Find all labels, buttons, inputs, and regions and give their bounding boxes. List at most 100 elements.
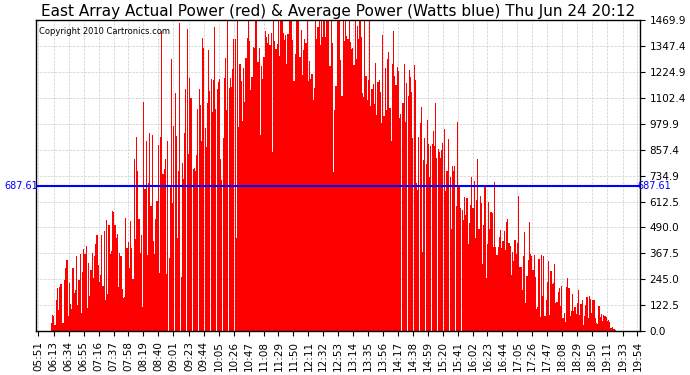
Bar bbox=[446, 171, 447, 331]
Bar bbox=[359, 14, 361, 331]
Bar bbox=[439, 152, 440, 331]
Bar bbox=[146, 141, 147, 331]
Bar bbox=[481, 203, 482, 331]
Bar bbox=[338, 14, 339, 331]
Bar bbox=[221, 180, 222, 331]
Bar bbox=[518, 196, 519, 331]
Bar bbox=[555, 303, 556, 331]
Bar bbox=[525, 303, 526, 331]
Bar bbox=[280, 14, 282, 331]
Bar bbox=[284, 40, 285, 331]
Bar bbox=[465, 215, 466, 331]
Bar bbox=[458, 187, 459, 331]
Bar bbox=[70, 304, 71, 331]
Bar bbox=[126, 248, 128, 331]
Bar bbox=[257, 62, 259, 331]
Bar bbox=[556, 302, 558, 331]
Bar bbox=[473, 181, 475, 331]
Bar bbox=[308, 81, 309, 331]
Bar bbox=[513, 261, 514, 331]
Bar bbox=[397, 68, 398, 331]
Bar bbox=[523, 256, 524, 331]
Bar bbox=[230, 78, 231, 331]
Bar bbox=[453, 171, 454, 331]
Bar bbox=[206, 147, 207, 331]
Title: East Array Actual Power (red) & Average Power (Watts blue) Thu Jun 24 20:12: East Array Actual Power (red) & Average … bbox=[41, 4, 635, 19]
Bar bbox=[66, 260, 68, 331]
Bar bbox=[243, 68, 244, 331]
Bar bbox=[591, 313, 593, 331]
Bar bbox=[493, 247, 494, 331]
Bar bbox=[501, 248, 502, 331]
Bar bbox=[471, 177, 473, 331]
Bar bbox=[442, 144, 444, 331]
Bar bbox=[315, 14, 316, 331]
Bar bbox=[129, 268, 130, 331]
Bar bbox=[301, 30, 302, 331]
Bar bbox=[153, 241, 154, 331]
Bar bbox=[418, 137, 420, 331]
Bar bbox=[58, 310, 59, 331]
Bar bbox=[489, 230, 491, 331]
Bar bbox=[311, 74, 313, 331]
Bar bbox=[447, 171, 448, 331]
Bar bbox=[391, 141, 392, 331]
Bar bbox=[179, 22, 181, 331]
Bar bbox=[254, 48, 255, 331]
Bar bbox=[577, 303, 578, 331]
Bar bbox=[141, 235, 142, 331]
Bar bbox=[57, 288, 58, 331]
Bar bbox=[249, 41, 250, 331]
Bar bbox=[437, 149, 439, 331]
Bar bbox=[94, 256, 95, 331]
Bar bbox=[601, 314, 602, 331]
Bar bbox=[495, 247, 496, 331]
Bar bbox=[399, 118, 400, 331]
Bar bbox=[486, 244, 488, 331]
Bar bbox=[303, 50, 304, 331]
Bar bbox=[455, 207, 457, 331]
Bar bbox=[90, 270, 92, 331]
Bar bbox=[560, 306, 561, 331]
Bar bbox=[382, 34, 384, 331]
Bar bbox=[196, 155, 197, 331]
Bar bbox=[226, 110, 227, 331]
Bar bbox=[353, 65, 355, 331]
Bar bbox=[131, 249, 132, 331]
Bar bbox=[134, 159, 135, 331]
Bar bbox=[380, 92, 381, 331]
Bar bbox=[147, 255, 148, 331]
Bar bbox=[83, 249, 84, 331]
Bar bbox=[266, 37, 267, 331]
Bar bbox=[208, 50, 209, 331]
Bar bbox=[188, 154, 189, 331]
Bar bbox=[163, 174, 164, 331]
Bar bbox=[393, 32, 394, 331]
Bar bbox=[117, 234, 118, 331]
Bar bbox=[268, 34, 269, 331]
Bar bbox=[452, 166, 453, 331]
Bar bbox=[470, 205, 471, 331]
Bar bbox=[502, 240, 504, 331]
Bar bbox=[357, 26, 358, 331]
Bar bbox=[75, 290, 76, 331]
Bar bbox=[522, 290, 523, 331]
Bar bbox=[515, 254, 517, 331]
Bar bbox=[584, 316, 585, 331]
Bar bbox=[500, 230, 501, 331]
Bar bbox=[540, 317, 541, 331]
Bar bbox=[400, 114, 402, 331]
Bar bbox=[306, 14, 308, 331]
Bar bbox=[528, 260, 529, 331]
Bar bbox=[547, 282, 548, 331]
Bar bbox=[561, 286, 562, 331]
Bar bbox=[395, 85, 397, 331]
Bar bbox=[326, 19, 327, 331]
Bar bbox=[340, 60, 342, 331]
Bar bbox=[387, 59, 388, 331]
Bar bbox=[137, 171, 139, 331]
Bar bbox=[511, 275, 512, 331]
Bar bbox=[469, 224, 470, 331]
Bar bbox=[335, 86, 337, 331]
Bar bbox=[186, 29, 188, 331]
